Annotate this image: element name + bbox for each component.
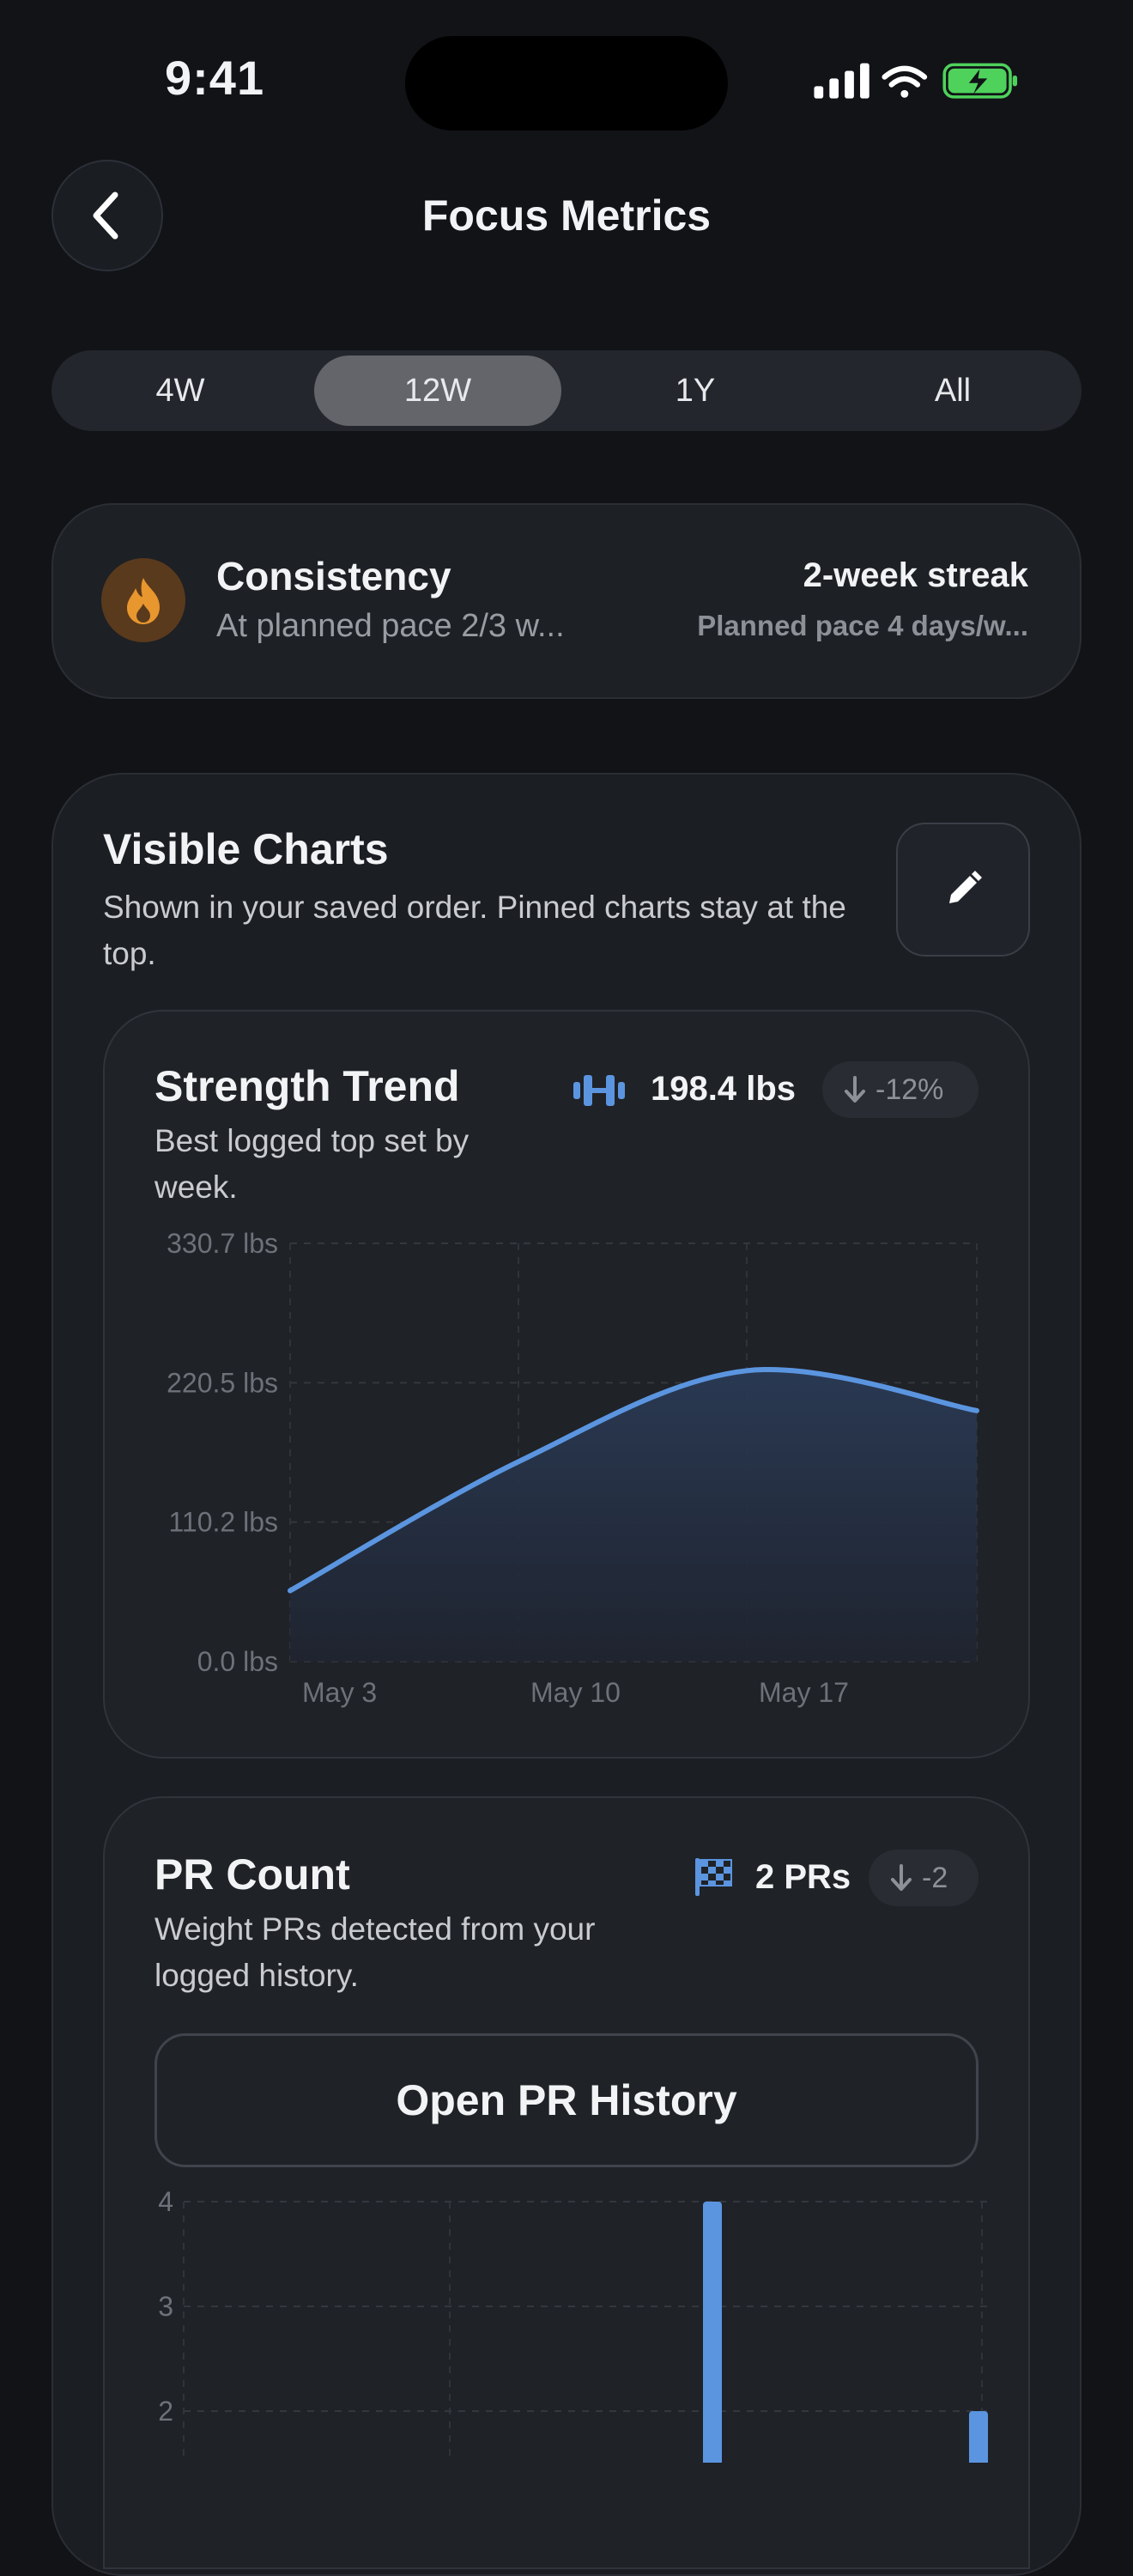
pr-count-delta: -2 xyxy=(869,1850,978,1906)
x-tick-label: May 17 xyxy=(759,1677,849,1708)
status-time: 9:41 xyxy=(165,51,265,105)
tab-all[interactable]: All xyxy=(934,372,972,409)
pr-count-title: PR Count xyxy=(154,1850,350,1899)
chevron-left-icon xyxy=(93,191,118,240)
delta-value: -12% xyxy=(876,1072,944,1106)
pace-label: Planned pace 4 days/w... xyxy=(697,610,1028,641)
page-title: Focus Metrics xyxy=(421,191,712,240)
pr-count-subtitle: Weight PRs detected from your logged his… xyxy=(154,1911,596,1993)
checkered-flag-icon xyxy=(695,1858,732,1896)
pr-bar xyxy=(703,2202,722,2463)
y-tick-label: 4 xyxy=(158,2186,173,2217)
consistency-card[interactable] xyxy=(52,503,1082,699)
x-tick-label: May 3 xyxy=(302,1677,377,1708)
cellular-signal-icon xyxy=(814,63,869,99)
delta-value: -2 xyxy=(922,1861,948,1894)
back-button[interactable] xyxy=(52,160,163,271)
pr-count-chart: 4 3 2 xyxy=(158,2186,988,2463)
y-tick-label: 3 xyxy=(158,2291,173,2322)
pr-bar xyxy=(969,2411,988,2463)
tab-1y[interactable]: 1Y xyxy=(675,372,716,409)
section-subtitle: Shown in your saved order. Pinned charts… xyxy=(103,890,846,971)
strength-trend-value: 198.4 lbs xyxy=(651,1070,797,1108)
y-tick-label: 330.7 lbs xyxy=(167,1228,278,1259)
y-tick-label: 220.5 lbs xyxy=(167,1367,278,1398)
tab-4w[interactable]: 4W xyxy=(155,372,205,409)
status-icons xyxy=(814,63,1018,99)
y-tick-label: 110.2 lbs xyxy=(169,1507,279,1538)
consistency-title: Consistency xyxy=(216,554,451,598)
arrow-down-icon xyxy=(845,1076,865,1103)
y-tick-label: 0.0 lbs xyxy=(197,1646,278,1677)
consistency-subtitle: At planned pace 2/3 w... xyxy=(216,608,565,644)
dumbbell-icon xyxy=(573,1075,625,1106)
strength-area-fill xyxy=(290,1369,977,1662)
pr-count-card[interactable] xyxy=(103,1796,1030,2569)
strength-trend-subtitle: Best logged top set by week. xyxy=(154,1123,470,1205)
arrow-down-icon xyxy=(891,1864,912,1891)
pencil-icon xyxy=(949,871,982,903)
edit-charts-button[interactable] xyxy=(896,823,1030,957)
battery-charging-icon xyxy=(942,63,1018,99)
wifi-icon xyxy=(882,65,928,98)
range-segmented-control: 4W 12W 1Y All xyxy=(52,350,1082,431)
pr-count-value: 2 PRs xyxy=(755,1858,851,1896)
strength-trend-title: Strength Trend xyxy=(154,1062,460,1110)
strength-trend-delta: -12% xyxy=(822,1061,978,1118)
open-pr-history-button[interactable]: Open PR History xyxy=(154,2033,978,2167)
tab-12w[interactable]: 12W xyxy=(314,355,561,426)
x-tick-label: May 10 xyxy=(530,1677,621,1708)
dynamic-island xyxy=(405,36,728,131)
streak-label: 2-week streak xyxy=(803,556,1028,594)
strength-line xyxy=(288,1367,979,1594)
flame-icon xyxy=(127,578,160,624)
y-tick-label: 2 xyxy=(158,2396,173,2427)
section-title: Visible Charts xyxy=(103,825,389,873)
strength-trend-chart: 330.7 lbs 220.5 lbs 110.2 lbs 0.0 lbs May 3 M… xyxy=(167,1228,979,1708)
flame-badge xyxy=(101,558,185,642)
